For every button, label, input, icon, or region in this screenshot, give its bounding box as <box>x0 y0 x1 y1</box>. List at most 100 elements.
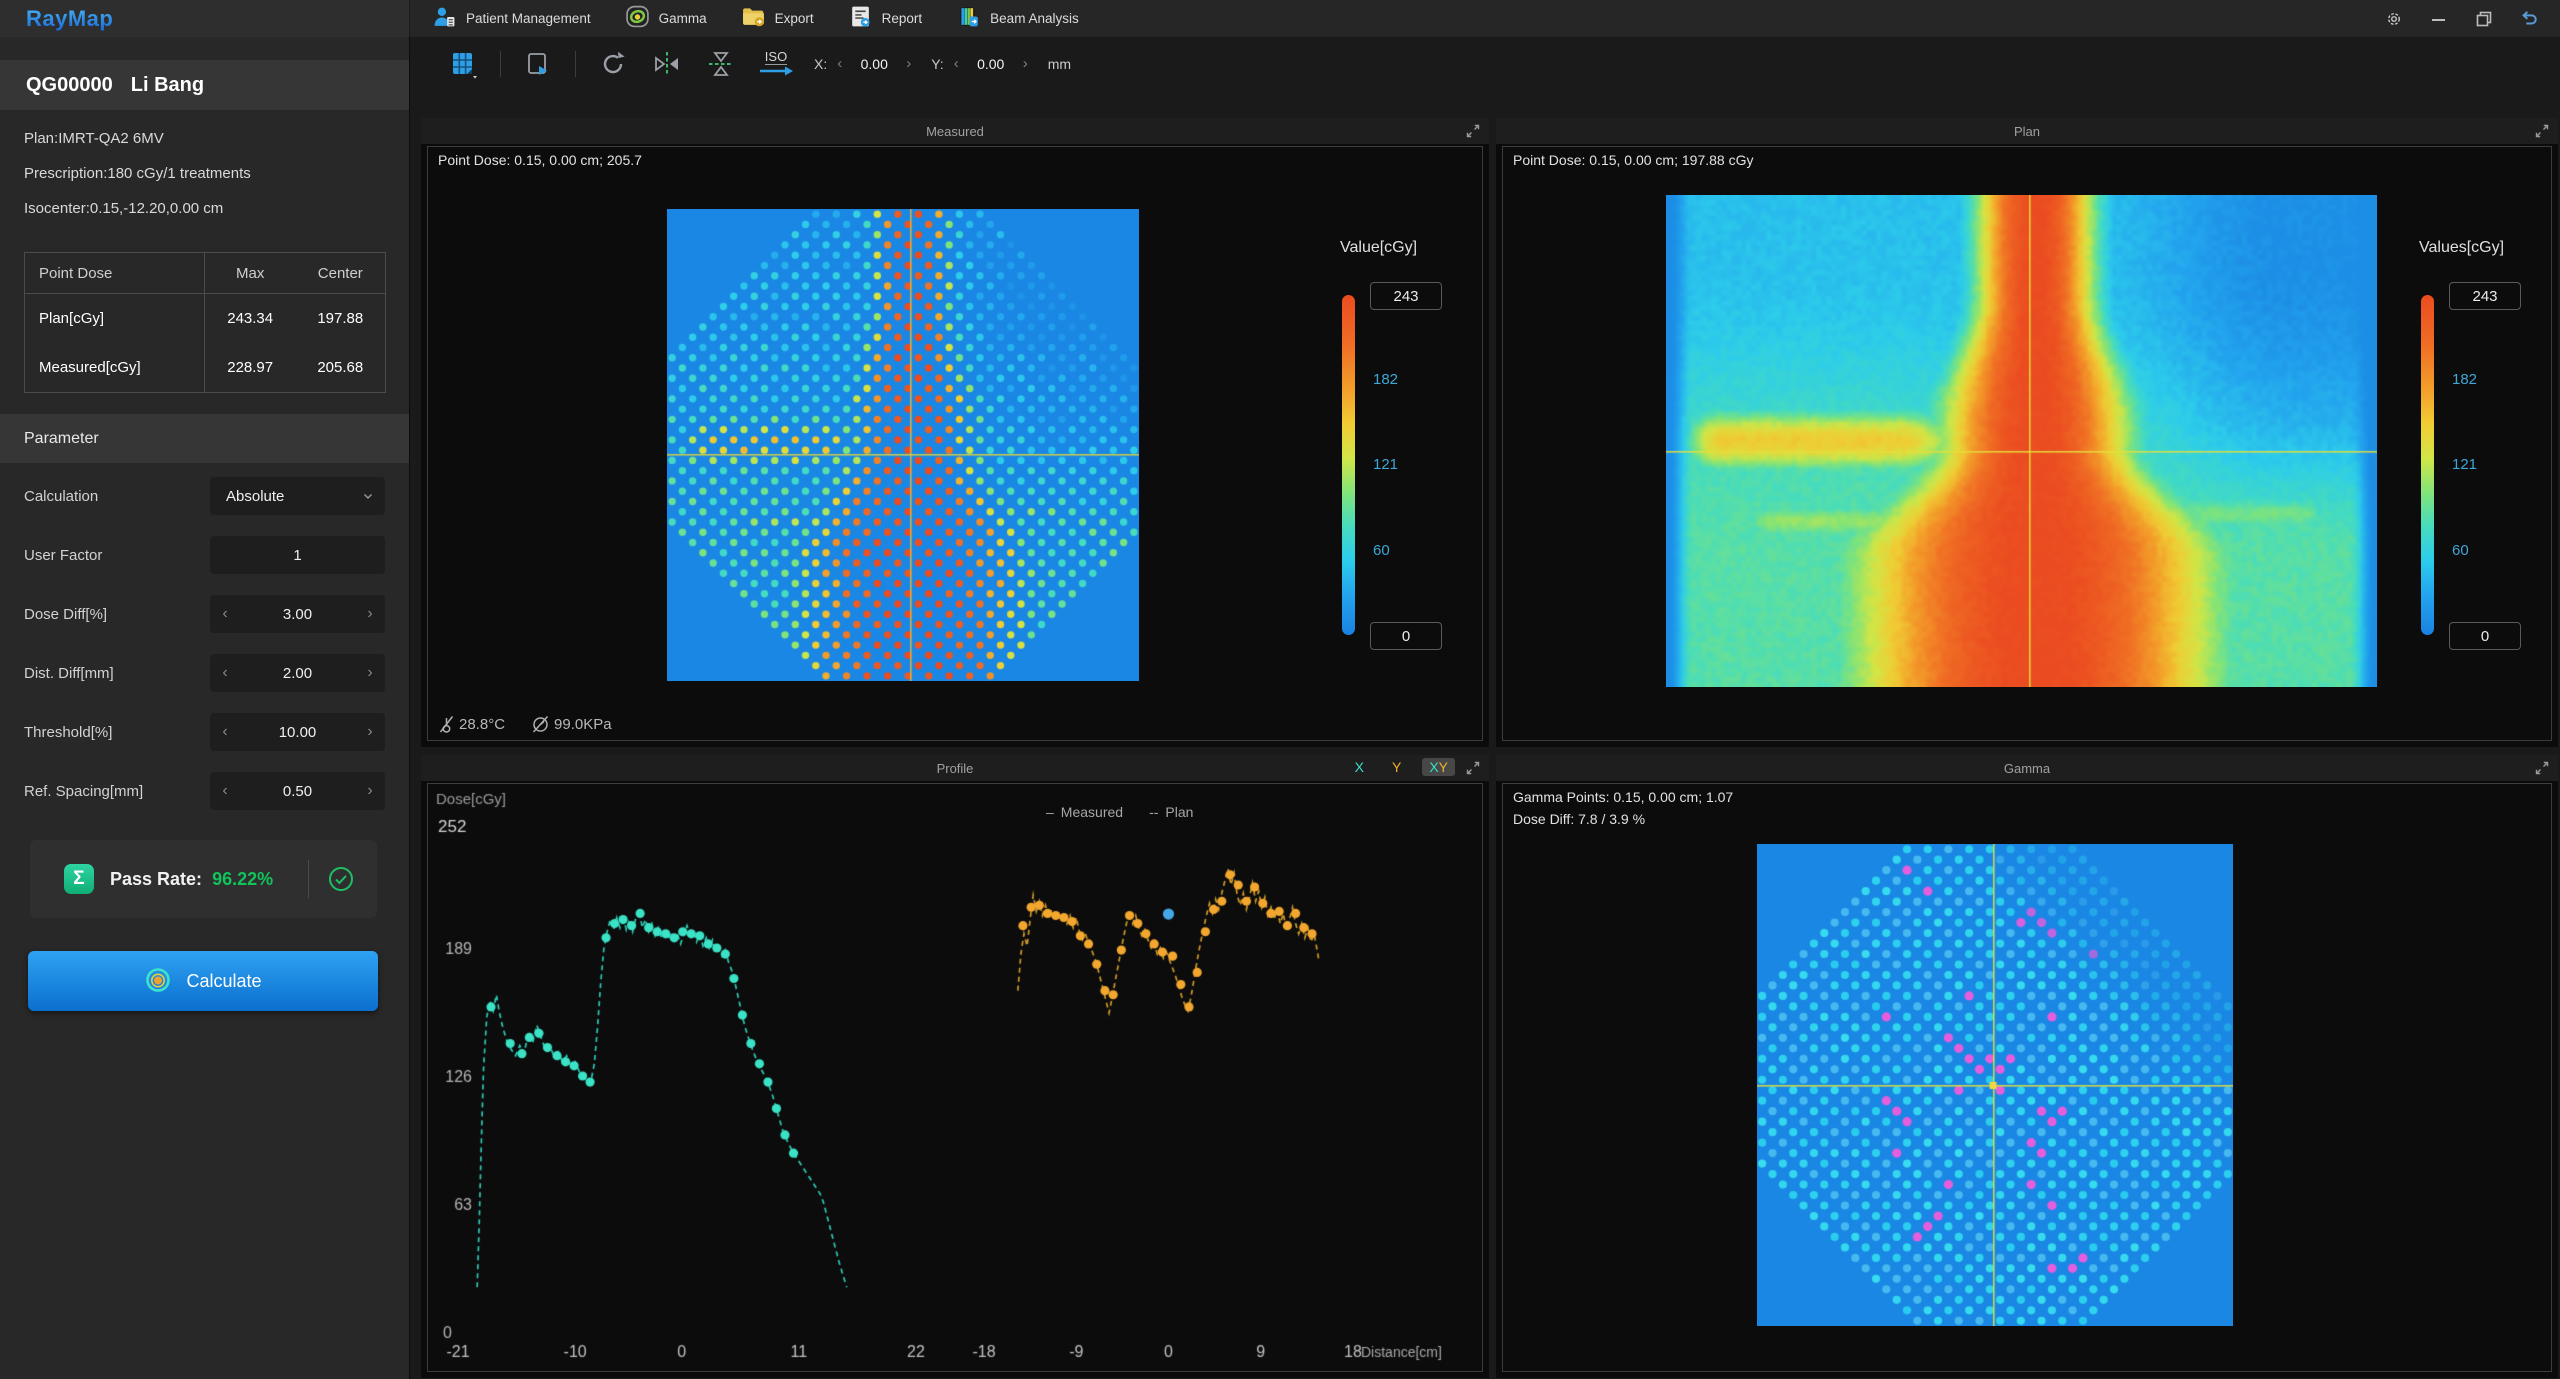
stepper-increment[interactable]: › <box>367 782 373 799</box>
x-value[interactable]: 0.00 <box>860 55 888 72</box>
calculation-select[interactable]: Absolute <box>210 477 385 515</box>
chevron-down-icon <box>362 489 374 506</box>
param-label: User Factor <box>24 546 103 564</box>
profile-panel: Profile X Y XY – Measured -- Plan <box>421 755 1489 1378</box>
main-menu: Patient Management Gamma Export Report B… <box>410 0 1079 37</box>
measured-panel-header: Measured <box>421 118 1489 144</box>
measured-point-dose: Point Dose: 0.15, 0.00 cm; 205.7 <box>438 152 642 168</box>
window-controls <box>2385 0 2560 37</box>
select-value: Absolute <box>226 487 285 505</box>
y-increment[interactable]: › <box>1022 55 1028 72</box>
patient-header: QG00000 Li Bang <box>0 60 409 110</box>
x-increment[interactable]: › <box>906 55 912 72</box>
grid-view-icon[interactable] <box>446 47 480 81</box>
colorbar-min-input[interactable]: 0 <box>2449 622 2521 650</box>
content: QG00000 Li Bang Plan:IMRT-QA2 6MV Prescr… <box>0 37 2560 1379</box>
xy-x-label: X <box>1429 759 1439 775</box>
stepper-increment[interactable]: › <box>367 605 373 622</box>
dist-diff-stepper: ‹ 2.00 › <box>210 654 385 692</box>
expand-icon[interactable] <box>1466 124 1480 143</box>
colorbar-tick: 182 <box>2452 371 2478 388</box>
dose-diff-stepper: ‹ 3.00 › <box>210 595 385 633</box>
stepper-value[interactable]: 3.00 <box>282 605 313 623</box>
menu-item-report[interactable]: Report <box>848 4 922 34</box>
param-row-user-factor: User Factor <box>24 536 385 574</box>
unit-label: mm <box>1047 55 1072 72</box>
measured-panel: Measured Point Dose: 0.15, 0.00 cm; 205.… <box>421 118 1489 747</box>
minimize-icon[interactable] <box>2430 10 2448 28</box>
stepper-decrement[interactable]: ‹ <box>222 723 228 740</box>
profile-xy-button[interactable]: XY <box>1422 758 1455 776</box>
iso-button[interactable]: ISO <box>758 50 794 77</box>
settings-gear-icon[interactable] <box>2385 10 2403 28</box>
profile-panel-body: – Measured -- Plan <box>427 783 1483 1372</box>
y-label: Y: <box>931 55 944 72</box>
measured-colorbar: Value[cGy] 243 182 121 60 0 <box>1340 239 1468 651</box>
profile-panel-header: Profile X Y XY <box>421 755 1489 781</box>
threshold-stepper: ‹ 10.00 › <box>210 713 385 751</box>
stepper-decrement[interactable]: ‹ <box>222 605 228 622</box>
main-area: ISO X: ‹ 0.00 › Y: ‹ 0.00 › mm <box>410 37 2560 1379</box>
menu-item-gamma[interactable]: Gamma <box>625 4 707 34</box>
menu-item-patient-management[interactable]: Patient Management <box>432 4 591 34</box>
colorbar-title: Values[cGy] <box>2419 239 2505 256</box>
colorbar-min-input[interactable]: 0 <box>1370 622 1442 650</box>
patient-id: QG00000 <box>26 73 113 96</box>
colorbar-max-input[interactable]: 243 <box>1370 282 1442 310</box>
stepper-decrement[interactable]: ‹ <box>222 782 228 799</box>
pressure-value: 99.0KPa <box>554 716 612 733</box>
profile-y-button[interactable]: Y <box>1391 759 1402 775</box>
stepper-value[interactable]: 10.00 <box>278 723 317 741</box>
menu-item-export[interactable]: Export <box>741 4 814 34</box>
legend-label-measured: Measured <box>1060 804 1124 820</box>
stepper-increment[interactable]: › <box>367 664 373 681</box>
param-label: Threshold[%] <box>24 723 113 741</box>
stepper-value[interactable]: 0.50 <box>282 782 313 800</box>
profile-chart-canvas[interactable] <box>428 784 1482 1371</box>
toolbar-divider <box>575 50 576 77</box>
gamma-panel-header: Gamma <box>1496 755 2558 781</box>
colorbar-max-input[interactable]: 243 <box>2449 282 2521 310</box>
stepper-increment[interactable]: › <box>367 723 373 740</box>
row-label: Measured[cGy] <box>24 343 205 393</box>
patient-icon <box>432 4 457 34</box>
environment-info: 28.8°C 99.0KPa <box>438 715 612 734</box>
user-factor-input[interactable] <box>210 545 385 565</box>
panel-title: Gamma <box>2003 760 2051 776</box>
refresh-icon[interactable] <box>596 47 630 81</box>
stepper-decrement[interactable]: ‹ <box>222 664 228 681</box>
profile-x-button[interactable]: X <box>1354 759 1364 775</box>
pass-rate-card: Σ Pass Rate: 96.22% <box>30 840 377 918</box>
report-icon <box>848 4 873 34</box>
measured-dose-map-canvas[interactable] <box>667 209 1139 681</box>
apply-view-icon[interactable] <box>521 47 555 81</box>
plan-panel-header: Plan <box>1496 118 2558 144</box>
gamma-panel: Gamma Gamma Points: 0.15, 0.00 cm; 1.07 … <box>1496 755 2558 1378</box>
calculate-button[interactable]: Calculate <box>28 951 378 1011</box>
titlebar-logo-area: RayMap <box>0 0 410 37</box>
menu-item-beam-analysis[interactable]: Beam Analysis <box>956 4 1079 34</box>
gamma-dose-diff-text: Dose Diff: 7.8 / 3.9 % <box>1513 811 1646 827</box>
stepper-value[interactable]: 2.00 <box>282 664 313 682</box>
beam-analysis-icon <box>956 4 981 34</box>
flip-vertical-icon[interactable] <box>704 47 738 81</box>
expand-icon[interactable] <box>1466 761 1480 780</box>
back-undo-icon[interactable] <box>2520 10 2538 28</box>
profile-axis-buttons: X Y XY <box>1348 758 1455 776</box>
x-decrement[interactable]: ‹ <box>837 55 843 72</box>
y-value[interactable]: 0.00 <box>977 55 1005 72</box>
x-label: X: <box>814 55 828 72</box>
row-label: Plan[cGy] <box>24 293 205 343</box>
plan-dose-map-canvas[interactable] <box>1666 195 2377 687</box>
restore-window-icon[interactable] <box>2475 10 2493 28</box>
expand-icon[interactable] <box>2535 124 2549 143</box>
gamma-map-canvas[interactable] <box>1757 844 2233 1326</box>
ref-spacing-stepper: ‹ 0.50 › <box>210 772 385 810</box>
flip-horizontal-icon[interactable] <box>650 47 684 81</box>
titlebar: RayMap Patient Management Gamma Export R… <box>0 0 2560 38</box>
y-decrement[interactable]: ‹ <box>953 55 959 72</box>
export-folder-icon <box>741 4 766 34</box>
expand-icon[interactable] <box>2535 761 2549 780</box>
colorbar-tick: 60 <box>2452 542 2469 559</box>
